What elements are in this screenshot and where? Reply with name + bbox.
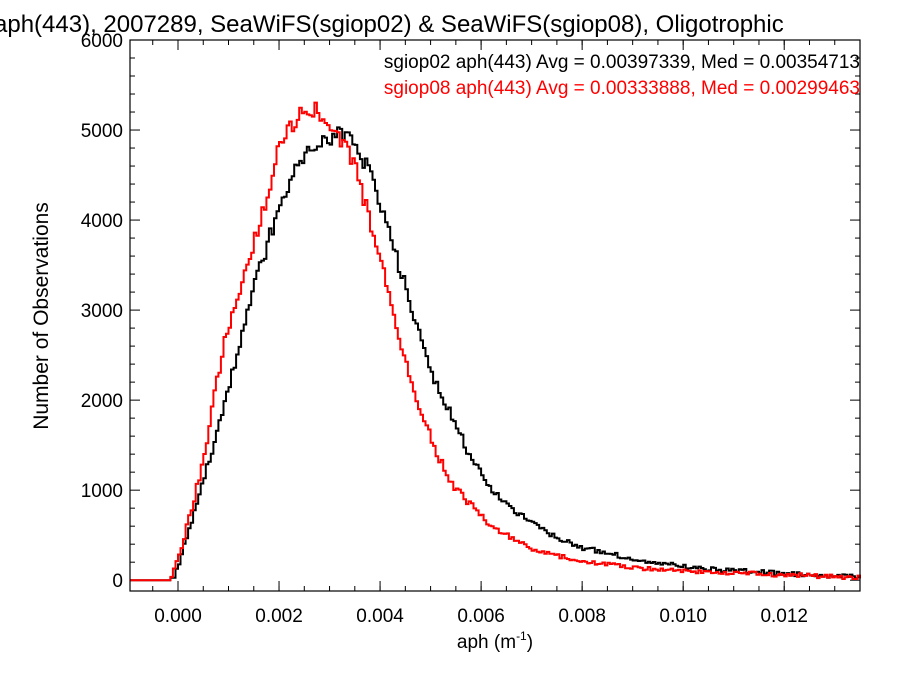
x-axis-label-main: aph (m (457, 632, 516, 653)
y-tick-label: 4000 (81, 211, 123, 232)
y-axis-label: Number of Observations (30, 202, 53, 430)
series-sgiop08-histogram (130, 101, 861, 582)
x-axis-label: aph (m-1) (457, 629, 533, 653)
series-group (130, 101, 861, 582)
chart-title: aph(443), 2007289, SeaWiFS(sgiop02) & Se… (0, 11, 784, 38)
legend-sgiop08-stats: sgiop08 aph(443) Avg = 0.00333888, Med =… (384, 78, 860, 99)
x-tick-label: 0.008 (558, 606, 606, 627)
y-tick-label: 6000 (81, 31, 123, 52)
x-axis-label-close: ) (527, 632, 533, 653)
x-tick-label: 0.000 (154, 606, 202, 627)
series-sgiop02-histogram (130, 126, 861, 582)
x-tick-label: 0.002 (255, 606, 303, 627)
y-tick-label: 0 (112, 571, 123, 592)
x-tick-label: 0.006 (457, 606, 505, 627)
x-tick-label: 0.004 (356, 606, 404, 627)
x-tick-label: 0.010 (659, 606, 707, 627)
y-tick-label: 3000 (81, 301, 123, 322)
x-axis-label-superscript: -1 (516, 629, 527, 643)
legend-sgiop02-stats: sgiop02 aph(443) Avg = 0.00397339, Med =… (384, 52, 860, 73)
axis-ticks: 0.000 0.002 0.004 0.006 0.008 0.010 0.012 0 1000… (81, 31, 861, 627)
y-tick-label: 2000 (81, 391, 123, 412)
y-tick-label: 5000 (81, 121, 123, 142)
x-tick-label: 0.012 (760, 606, 808, 627)
plot-frame (129, 39, 861, 592)
y-tick-label: 1000 (81, 481, 123, 502)
